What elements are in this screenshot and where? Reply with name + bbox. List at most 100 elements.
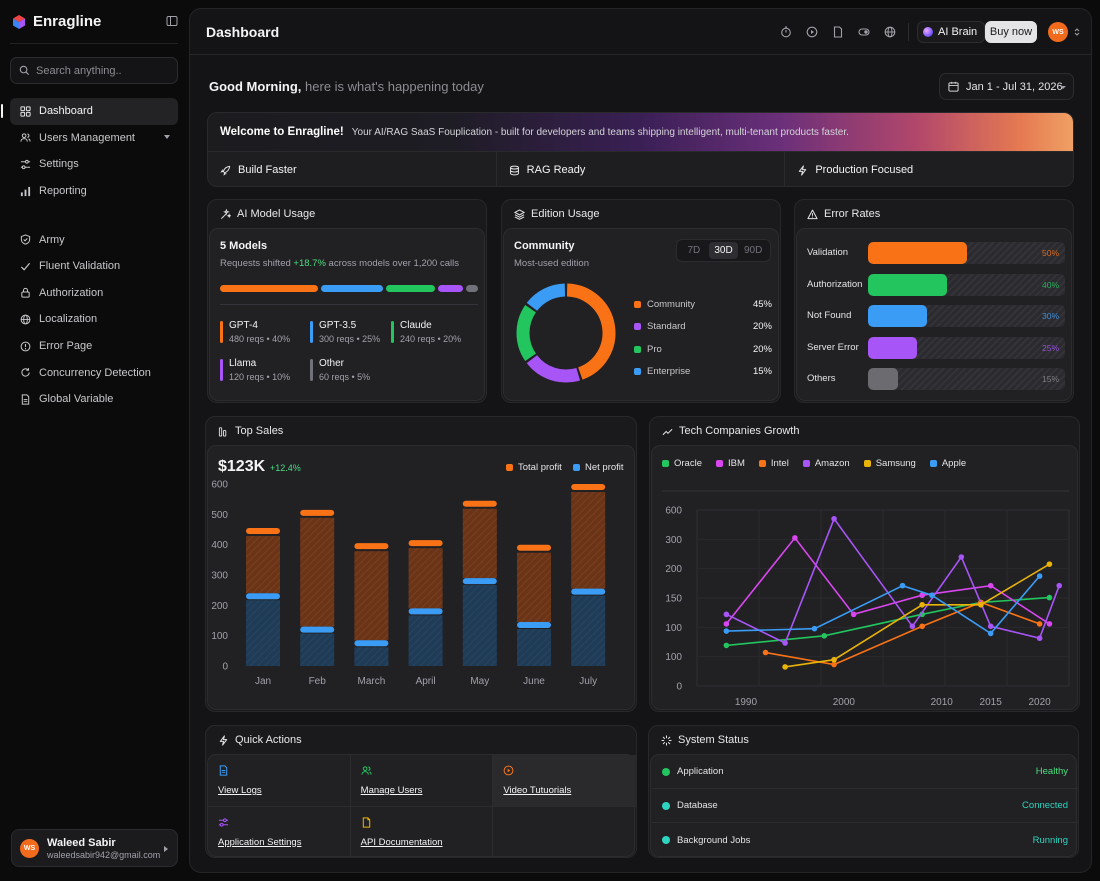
y-tick-label: 150 [665,594,682,605]
bar-cap-total [246,528,280,535]
header-avatar[interactable]: WS [1048,22,1068,42]
bar-net-july [571,595,606,666]
bar-net-april [408,615,443,666]
action-application-settings[interactable]: Application Settings [208,806,351,857]
sidebar-item-label: Authorization [39,286,104,299]
sales-change: +12.4% [270,463,301,473]
action-manage-users[interactable]: Manage Users [350,755,494,807]
users-icon [361,766,372,775]
series-point-samsung [919,601,925,608]
file-icon [362,816,370,828]
model-gpt4: GPT-4 480 reqs • 40% [220,320,290,344]
action-video-tutorials[interactable]: Video Tutuorials [493,755,636,807]
search-input[interactable] [36,64,166,77]
chevron-updown-icon[interactable] [1074,27,1080,37]
sidebar-item-reporting[interactable]: Reporting [10,178,178,205]
y-tick-label: 100 [211,631,228,642]
play-circle-icon[interactable] [806,26,818,38]
sidebar-item-label: Dashboard [39,105,93,118]
sidebar-item-fluent-validation[interactable]: Fluent Validation [10,253,178,280]
sidebar-item-authorization[interactable]: Authorization [10,280,178,307]
action-link[interactable]: Application Settings [218,836,302,848]
avatar: WS [20,838,39,858]
sidebar-item-global-variable[interactable]: Global Variable [10,386,178,413]
bar-total-feb [300,517,335,627]
loader-icon [661,734,672,746]
bar-net-march [354,647,389,666]
action-api-documentation[interactable]: API Documentation [351,806,494,857]
sidebar-item-label: Army [39,233,65,246]
x-tick-label: May [470,676,489,687]
sidebar-item-error-page[interactable]: Error Page [10,333,178,360]
series-point-ibm [987,582,994,589]
status-badge: Healthy [1035,766,1068,777]
card-title: AI Model Usage [237,208,316,220]
action-link[interactable]: View Logs [218,785,262,796]
error-rates-card: Error Rates Validation 50% Authorization… [794,199,1074,403]
sidebar-item-settings[interactable]: Settings [10,151,178,178]
sidebar-item-label: Reporting [39,185,87,198]
y-tick-label: 0 [222,662,228,673]
range-30d[interactable]: 30D [708,242,739,259]
action-link[interactable]: Manage Users [360,785,423,796]
status-background-jobs: Background Jobs Running [652,823,1078,857]
series-point-intel [1036,621,1043,627]
status-badge: Running [1032,834,1068,846]
welcome-title: Welcome to Enragline! [220,126,344,138]
bar-cap-total [300,509,335,516]
brand[interactable]: Enragline [11,13,101,30]
top-edition: Community [514,240,575,252]
card-title: Top Sales [235,425,284,437]
action-link[interactable]: API Documentation [360,836,443,848]
sidebar-item-dashboard[interactable]: Dashboard [1,98,178,125]
bar-net-june [517,629,551,666]
action-link[interactable]: Video Tutuorials [503,785,572,796]
y-tick-label: 100 [665,623,682,634]
timer-icon[interactable] [780,26,792,38]
bar-cap-total [571,484,606,491]
search-box[interactable] [10,57,178,84]
series-point-amazon [782,640,788,646]
y-tick-label: 600 [211,480,228,491]
sidebar-item-users-management[interactable]: Users Management [10,125,178,152]
globe-icon[interactable] [884,26,896,38]
series-point-amazon [723,611,730,618]
error-fill [868,368,898,390]
x-tick-label: 2000 [833,697,856,708]
top-sales-card: Top Sales $123K +12.4% Total profit Net … [205,416,637,712]
x-tick-label: July [579,676,597,687]
legend-apple: Apple [929,458,966,469]
sidebar-collapse-icon[interactable] [166,15,178,27]
error-row-others: Others 15% [807,368,1065,390]
series-point-amazon [831,515,837,522]
legend-samsung: Samsung [863,458,916,469]
feature-build-faster: Build Faster [208,152,497,186]
status-database: Database Connected [652,789,1078,823]
file-text-icon [219,765,228,776]
user-menu[interactable]: WS Waleed Sabir waleedsabir942@gmail.com [11,829,178,867]
sidebar-item-concurrency-detection[interactable]: Concurrency Detection [10,359,178,386]
action-view-logs[interactable]: View Logs [208,755,351,807]
legend-ibm: IBM [715,458,745,469]
sidebar-item-localization[interactable]: Localization [10,306,178,333]
sidebar-item-army[interactable]: Army [10,226,178,253]
card-title: Quick Actions [235,734,302,746]
chevron-down-icon[interactable] [164,134,170,139]
donut-slice-community [566,283,616,380]
models-summary: Requests shifted +18.7% across models ov… [220,258,459,269]
ai-brain-button[interactable]: AI Brain [917,21,986,43]
buy-now-button[interactable]: Buy now [985,21,1037,43]
error-pct: 30% [1041,311,1059,321]
model-gpt35: GPT-3.5 300 reqs • 25% [310,320,380,344]
sidebar-item-label: Localization [39,313,98,326]
series-line-ibm [725,536,1050,625]
range-90d[interactable]: 90D [744,245,763,256]
card-title: System Status [678,734,749,746]
date-range-picker[interactable]: Jan 1 - Jul 31, 2026 [939,73,1074,100]
bar-cap-total [517,544,551,551]
series-point-amazon [1036,635,1043,642]
page-title: Dashboard [206,24,280,40]
range-7d[interactable]: 7D [687,245,701,256]
document-icon[interactable] [832,26,844,38]
toggle-icon[interactable] [858,26,870,38]
